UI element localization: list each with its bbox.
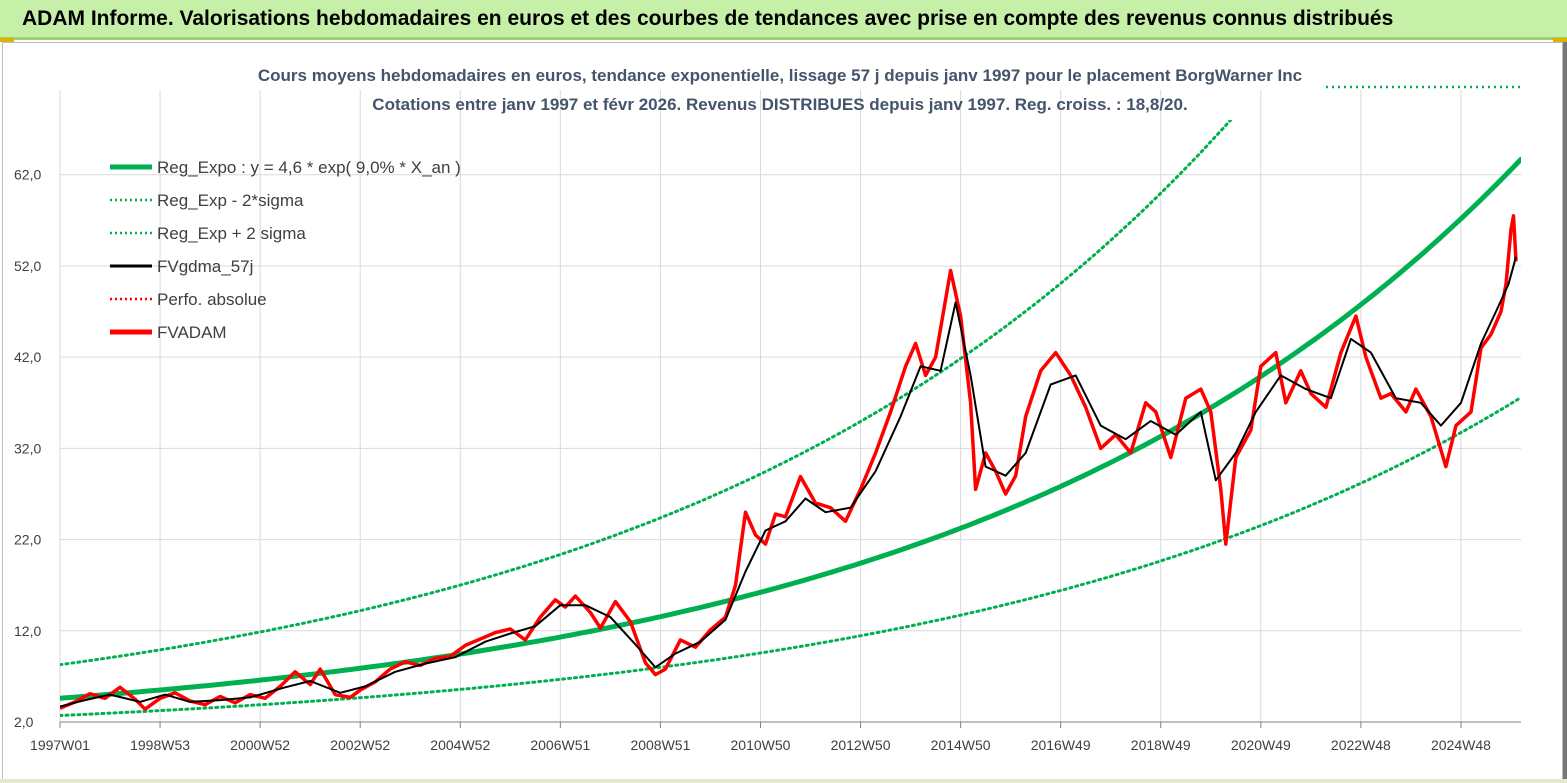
series-fvadam — [60, 214, 1518, 711]
chart-titles: Cours moyens hebdomadaires en euros, ten… — [258, 66, 1302, 114]
y-tick-label: 52,0 — [14, 258, 41, 274]
x-tick-label: 2006W51 — [530, 737, 590, 753]
y-tick-label: 12,0 — [14, 623, 41, 639]
x-tick-label: 2014W50 — [931, 737, 991, 753]
legend-label-reg: Reg_Expo : y = 4,6 * exp( 9,0% * X_an ) — [157, 158, 461, 177]
series-reg-exp-plus-2sigma — [60, 120, 1233, 667]
window-edge — [1563, 42, 1567, 783]
x-tick-label: 1997W01 — [30, 737, 90, 753]
y-tick-label: 22,0 — [14, 532, 41, 548]
series-fvgdma-57j — [60, 256, 1517, 708]
chart-subtitle: Cotations entre janv 1997 et févr 2026. … — [372, 95, 1187, 114]
series-reg-exp-minus-2sigma — [60, 396, 1521, 717]
legend-label-perfo: Perfo. absolue — [157, 290, 267, 309]
legend-label-fvgdma: FVgdma_57j — [157, 257, 253, 276]
legend-label-upper: Reg_Exp + 2 sigma — [157, 224, 306, 243]
x-tick-label: 2018W49 — [1131, 737, 1191, 753]
plot-area — [60, 120, 1521, 717]
x-tick-label: 2012W50 — [831, 737, 891, 753]
axes: 2,0 12,0 22,0 32,0 42,0 52,0 62,0 1997W01 1998W5… — [14, 167, 1521, 753]
legend-label-fvadam: FVADAM — [157, 323, 227, 342]
x-tick-label: 1998W53 — [130, 737, 190, 753]
y-tick-label: 62,0 — [14, 167, 41, 183]
x-tick-label: 2000W52 — [230, 737, 290, 753]
x-tick-label: 2016W49 — [1031, 737, 1091, 753]
x-tick-label: 2002W52 — [330, 737, 390, 753]
chart-title: Cours moyens hebdomadaires en euros, ten… — [258, 66, 1302, 85]
legend-label-lower: Reg_Exp - 2*sigma — [157, 191, 304, 210]
x-tick-label: 2024W48 — [1431, 737, 1491, 753]
x-tick-label: 2004W52 — [430, 737, 490, 753]
x-tick-label: 2022W48 — [1331, 737, 1391, 753]
x-tick-label: 2020W49 — [1231, 737, 1291, 753]
report-title: ADAM Informe. Valorisations hebdomadaire… — [22, 7, 1394, 30]
bottom-edge — [0, 779, 1567, 783]
y-tick-label: 2,0 — [14, 714, 34, 730]
banner-corner-left — [0, 38, 14, 42]
legend: Reg_Expo : y = 4,6 * exp( 9,0% * X_an ) R… — [110, 158, 461, 342]
x-tick-label: 2010W50 — [731, 737, 791, 753]
y-tick-label: 42,0 — [14, 349, 41, 365]
x-tick-label: 2008W51 — [630, 737, 690, 753]
header-banner: ADAM Informe. Valorisations hebdomadaire… — [0, 0, 1567, 40]
y-tick-label: 32,0 — [14, 440, 41, 456]
banner-corner-right — [1553, 38, 1567, 42]
